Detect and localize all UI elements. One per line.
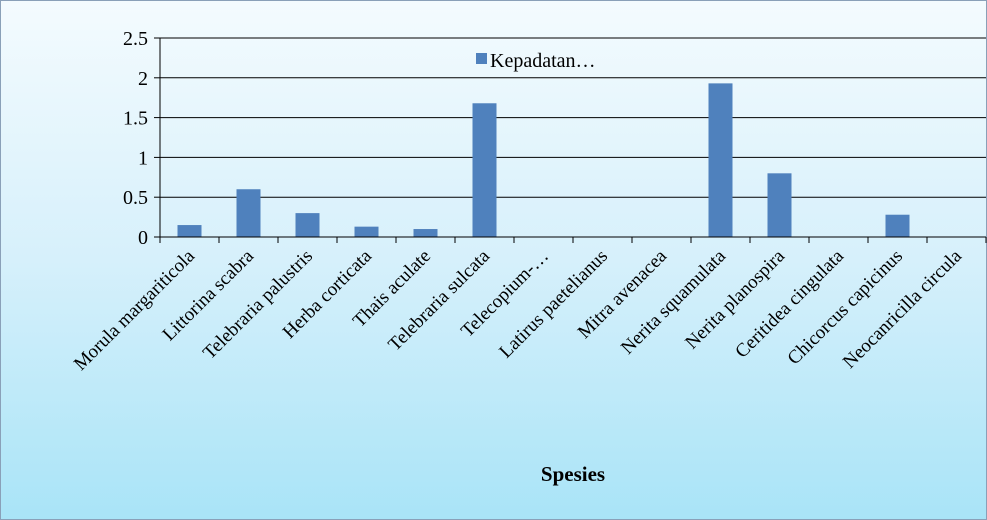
y-tick-label: 2.5 xyxy=(123,28,148,50)
legend: Kepadatan… xyxy=(476,50,596,72)
legend-label: Kepadatan… xyxy=(490,50,596,72)
bar xyxy=(708,83,733,237)
y-tick-label: 0.5 xyxy=(123,187,148,209)
y-tick-label: 2 xyxy=(138,68,148,90)
x-tick-label: Ceritidea cingulata xyxy=(731,245,848,362)
x-tick-label: Latirus paetelianus xyxy=(495,246,612,363)
bars xyxy=(177,83,910,237)
bar xyxy=(177,225,202,237)
bar xyxy=(236,189,261,237)
y-tick-label: 0 xyxy=(138,227,148,249)
x-tick-label: Telebraria palustris xyxy=(199,246,317,364)
x-tick-label: Nerita planospira xyxy=(681,245,789,353)
x-axis-ticks xyxy=(159,237,987,243)
x-tick-label: Telebraria sulcata xyxy=(384,245,494,355)
legend-swatch xyxy=(476,53,487,64)
bar xyxy=(472,103,497,237)
bar xyxy=(885,214,910,237)
bar xyxy=(295,213,320,237)
gridlines xyxy=(160,37,986,198)
bar xyxy=(413,229,438,237)
y-tick-label: 1 xyxy=(138,147,148,169)
bar xyxy=(767,173,792,237)
x-axis-title: Spesies xyxy=(541,462,605,486)
y-axis-ticks: 0 0.5 1 1.5 2 2.5 xyxy=(123,28,160,249)
x-tick-label: Nerita squamulata xyxy=(617,245,730,358)
y-tick-label: 1.5 xyxy=(123,108,148,130)
bar xyxy=(354,226,379,237)
